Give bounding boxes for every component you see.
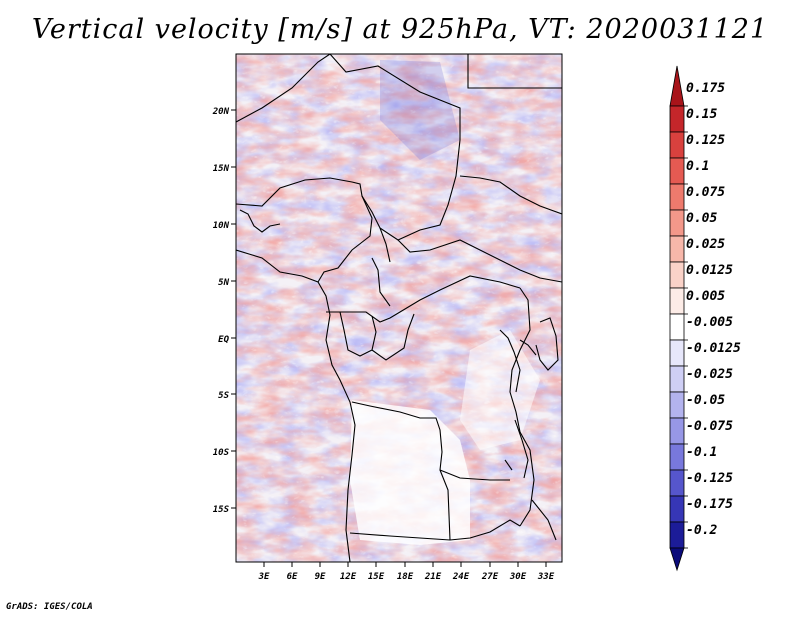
colorbar-label-14: -0.1 [686, 445, 717, 460]
chart-title: Vertical velocity [m/s] at 925hPa, VT: 2… [31, 14, 769, 45]
colorbar-swatch-14 [669, 443, 685, 471]
lat-label-15s: 15S [213, 505, 230, 515]
colorbar-label-2: 0.125 [686, 133, 725, 148]
colorbar-label-13: -0.075 [686, 419, 733, 434]
map-frame [235, 53, 563, 563]
lon-label-21e: 21E [424, 572, 442, 582]
colorbar-swatch-15 [669, 469, 685, 497]
colorbar-label-7: 0.0125 [686, 263, 733, 278]
colorbar-swatch-7 [669, 261, 685, 289]
colorbar-label-15: -0.125 [686, 471, 733, 486]
lat-label-10s: 10S [213, 448, 230, 458]
colorbar-label-9: -0.005 [686, 315, 733, 330]
colorbar-swatch-9 [669, 313, 685, 341]
grads-credit: GrADS: IGES/COLA [6, 602, 93, 612]
colorbar-swatch-4 [669, 183, 685, 211]
colorbar-label-10: -0.0125 [686, 341, 741, 356]
lat-label-5s: 5S [218, 391, 229, 401]
longitude-axis: 3E 6E 9E 12E 15E 18E 21E 24E 27E 30E 33E [258, 562, 555, 582]
colorbar: 0.175 0.15 0.125 0.1 0.075 0.05 0.025 0.… [669, 65, 741, 572]
lon-label-18e: 18E [397, 572, 414, 582]
colorbar-label-5: 0.05 [686, 211, 717, 226]
colorbar-swatch-5 [669, 209, 685, 237]
lat-label-5n: 5N [218, 278, 229, 288]
colorbar-label-4: 0.075 [686, 185, 725, 200]
colorbar-label-1: 0.15 [686, 107, 717, 122]
colorbar-swatch-1 [669, 105, 685, 133]
colorbar-label-8: 0.005 [686, 289, 725, 304]
lon-label-9e: 9E [315, 572, 326, 582]
colorbar-swatch-0 [669, 65, 685, 107]
lon-label-30e: 30E [509, 572, 527, 582]
vertical-velocity-field [236, 54, 562, 562]
colorbar-swatch-3 [669, 157, 685, 185]
colorbar-swatch-13 [669, 417, 685, 445]
colorbar-swatch-10 [669, 339, 685, 367]
latitude-axis: 20N 15N 10N 5N EQ 5S 10S 15S [212, 107, 236, 515]
colorbar-swatch-2 [669, 131, 685, 159]
colorbar-tick-marks [684, 105, 688, 549]
colorbar-swatch-17 [669, 521, 685, 549]
colorbar-swatch-12 [669, 391, 685, 419]
colorbar-swatch-8 [669, 287, 685, 315]
colorbar-label-17: -0.2 [686, 523, 717, 538]
lat-label-10n: 10N [213, 221, 230, 231]
colorbar-label-12: -0.05 [686, 393, 725, 408]
colorbar-label-16: -0.175 [686, 497, 733, 512]
colorbar-swatch-18 [669, 547, 685, 572]
lon-label-33e: 33E [537, 572, 555, 582]
colorbar-swatch-11 [669, 365, 685, 393]
colorbar-label-6: 0.025 [686, 237, 725, 252]
lat-label-15n: 15N [213, 164, 230, 174]
lon-label-6e: 6E [287, 572, 298, 582]
colorbar-swatch-6 [669, 235, 685, 263]
lon-label-15e: 15E [368, 572, 385, 582]
colorbar-label-3: 0.1 [686, 159, 709, 174]
colorbar-swatches [669, 65, 685, 572]
colorbar-swatch-16 [669, 495, 685, 523]
colorbar-label-0: 0.175 [686, 81, 725, 96]
lon-label-24e: 24E [452, 572, 470, 582]
lon-label-27e: 27E [481, 572, 499, 582]
lat-label-20n: 20N [212, 107, 230, 117]
lon-label-3e: 3E [258, 572, 270, 582]
lat-label-eq: EQ [218, 335, 229, 345]
country-borders [236, 54, 562, 562]
lon-label-12e: 12E [340, 572, 357, 582]
colorbar-label-11: -0.025 [686, 367, 733, 382]
